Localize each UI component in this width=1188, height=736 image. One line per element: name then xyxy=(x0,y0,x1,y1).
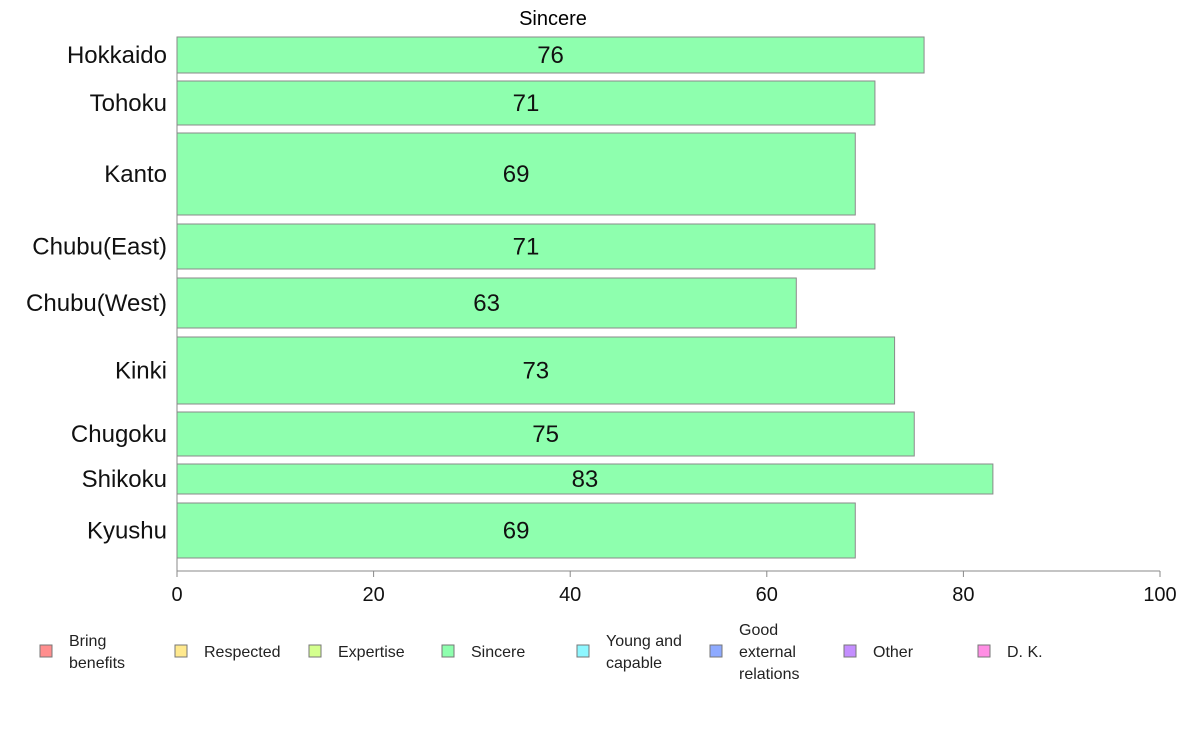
bar xyxy=(176,80,876,126)
category-label: Tohoku xyxy=(90,90,167,117)
legend-swatch xyxy=(174,644,188,658)
legend-item: Young and capable xyxy=(576,633,682,672)
legend-label: Other xyxy=(873,644,914,661)
x-tick-label: 0 xyxy=(171,584,182,606)
category-label: Kyushu xyxy=(87,518,167,545)
legend-item: Sincere xyxy=(441,644,525,661)
bar xyxy=(176,223,876,270)
category-label: Kinki xyxy=(115,358,167,385)
data-label: 71 xyxy=(513,234,540,261)
legend-item: Good external relations xyxy=(709,622,799,683)
legend-swatch xyxy=(441,644,455,658)
legend-label: Bring benefits xyxy=(69,633,125,672)
legend-swatch xyxy=(843,644,857,658)
legend-item: Expertise xyxy=(308,644,405,661)
legend-label: Respected xyxy=(204,644,281,661)
legend-label: Good external relations xyxy=(739,622,799,683)
category-label: Chubu(East) xyxy=(32,234,167,261)
bar xyxy=(176,132,856,216)
bar xyxy=(176,36,925,74)
legend-item: Other xyxy=(843,644,914,661)
data-label: 63 xyxy=(473,290,500,317)
x-tick-label: 80 xyxy=(952,584,974,606)
category-label: Kanto xyxy=(104,161,167,188)
legend-item: D. K. xyxy=(977,644,1043,661)
x-tick-label: 60 xyxy=(756,584,778,606)
data-label: 76 xyxy=(537,42,564,69)
legend-label: Sincere xyxy=(471,644,525,661)
legend-label: D. K. xyxy=(1007,644,1043,661)
bar xyxy=(176,411,915,457)
chart-title: Sincere xyxy=(519,8,587,30)
data-label: 73 xyxy=(522,358,549,385)
legend-item: Respected xyxy=(174,644,281,661)
data-label: 83 xyxy=(572,466,599,493)
legend-swatch xyxy=(977,644,991,658)
legend-swatch xyxy=(709,644,723,658)
bar xyxy=(176,336,896,405)
legend-label: Expertise xyxy=(338,644,405,661)
data-label: 69 xyxy=(503,518,530,545)
x-tick-label: 100 xyxy=(1143,584,1176,606)
category-label: Chugoku xyxy=(71,421,167,448)
legend-item: Bring benefits xyxy=(39,633,125,672)
legend-swatch xyxy=(39,644,53,658)
category-label: Chubu(West) xyxy=(26,290,167,317)
data-label: 75 xyxy=(532,421,559,448)
legend-swatch xyxy=(576,644,590,658)
data-label: 69 xyxy=(503,161,530,188)
category-label: Shikoku xyxy=(82,466,167,493)
x-tick-label: 20 xyxy=(362,584,384,606)
category-label: Hokkaido xyxy=(67,42,167,69)
legend-label: Young and capable xyxy=(606,633,682,672)
bar xyxy=(176,277,797,329)
x-tick-label: 40 xyxy=(559,584,581,606)
legend-swatch xyxy=(308,644,322,658)
data-label: 71 xyxy=(513,90,540,117)
